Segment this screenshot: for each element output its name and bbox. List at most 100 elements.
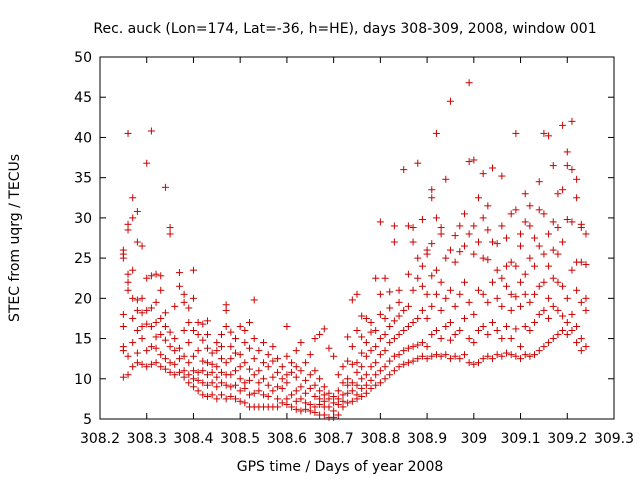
- x-tick-label: 308.9: [407, 431, 447, 447]
- data-point: [292, 405, 300, 413]
- data-point: [428, 302, 436, 310]
- data-point: [278, 399, 286, 407]
- y-tick-label: 20: [74, 291, 92, 307]
- data-point: [367, 384, 375, 392]
- data-point: [423, 314, 431, 322]
- data-point: [540, 306, 548, 314]
- data-point: [227, 328, 235, 336]
- data-point: [526, 298, 534, 306]
- data-point: [185, 318, 193, 326]
- data-point: [246, 318, 254, 326]
- data-point: [255, 379, 263, 387]
- data-point: [119, 310, 127, 318]
- data-point: [283, 352, 291, 360]
- data-point: [437, 352, 445, 360]
- data-point: [213, 373, 221, 381]
- data-point: [456, 355, 464, 363]
- data-point: [138, 242, 146, 250]
- data-point: [175, 344, 183, 352]
- data-point: [166, 224, 174, 232]
- data-point: [559, 312, 567, 320]
- data-point: [456, 290, 464, 298]
- data-point: [582, 294, 590, 302]
- data-point: [559, 327, 567, 335]
- data-point: [545, 262, 553, 270]
- data-point: [493, 327, 501, 335]
- data-point: [227, 355, 235, 363]
- data-point: [503, 262, 511, 270]
- data-point: [386, 322, 394, 330]
- data-point: [489, 355, 497, 363]
- data-point: [554, 250, 562, 258]
- data-point: [535, 206, 543, 214]
- data-point: [353, 327, 361, 335]
- data-point: [124, 278, 132, 286]
- data-point: [503, 234, 511, 242]
- data-point: [446, 286, 454, 294]
- y-tick-label: 45: [74, 90, 92, 106]
- data-point: [432, 129, 440, 137]
- data-point: [414, 341, 422, 349]
- data-point: [479, 170, 487, 178]
- data-point: [367, 347, 375, 355]
- data-point: [437, 224, 445, 232]
- data-point: [194, 347, 202, 355]
- data-point: [292, 397, 300, 405]
- data-point: [381, 363, 389, 371]
- data-point: [236, 387, 244, 395]
- data-point: [554, 224, 562, 232]
- data-point: [474, 359, 482, 367]
- data-point: [129, 339, 137, 347]
- data-point: [348, 296, 356, 304]
- data-point: [320, 325, 328, 333]
- x-tick-label: 309.1: [500, 431, 540, 447]
- data-point: [442, 175, 450, 183]
- data-point: [133, 296, 141, 304]
- data-point: [334, 371, 342, 379]
- data-point: [316, 387, 324, 395]
- data-point: [358, 333, 366, 341]
- data-point: [264, 351, 272, 359]
- data-point: [442, 294, 450, 302]
- data-point: [213, 395, 221, 403]
- data-point: [409, 357, 417, 365]
- data-point: [395, 312, 403, 320]
- data-point: [432, 290, 440, 298]
- data-point: [409, 286, 417, 294]
- data-point: [348, 360, 356, 368]
- x-tick-label: 308.5: [220, 431, 260, 447]
- data-point: [171, 347, 179, 355]
- data-point: [582, 261, 590, 269]
- data-point: [526, 202, 534, 210]
- data-point: [367, 376, 375, 384]
- data-point: [133, 238, 141, 246]
- data-point: [306, 401, 314, 409]
- data-point: [517, 230, 525, 238]
- data-point: [521, 190, 529, 198]
- data-point: [390, 317, 398, 325]
- data-point: [232, 381, 240, 389]
- data-point: [325, 403, 333, 411]
- data-point: [185, 371, 193, 379]
- data-point: [241, 359, 249, 367]
- data-point: [568, 218, 576, 226]
- data-point: [199, 357, 207, 365]
- data-point: [395, 298, 403, 306]
- data-point: [222, 301, 230, 309]
- data-point: [344, 399, 352, 407]
- data-point: [577, 347, 585, 355]
- data-point: [311, 367, 319, 375]
- data-point: [517, 278, 525, 286]
- data-point: [236, 397, 244, 405]
- data-point: [512, 206, 520, 214]
- data-point: [446, 318, 454, 326]
- data-point: [147, 127, 155, 135]
- data-point: [161, 336, 169, 344]
- data-point: [203, 344, 211, 352]
- data-point: [250, 335, 258, 343]
- data-point: [432, 327, 440, 335]
- data-point: [311, 335, 319, 343]
- data-point: [521, 322, 529, 330]
- data-point: [545, 230, 553, 238]
- data-point: [119, 343, 127, 351]
